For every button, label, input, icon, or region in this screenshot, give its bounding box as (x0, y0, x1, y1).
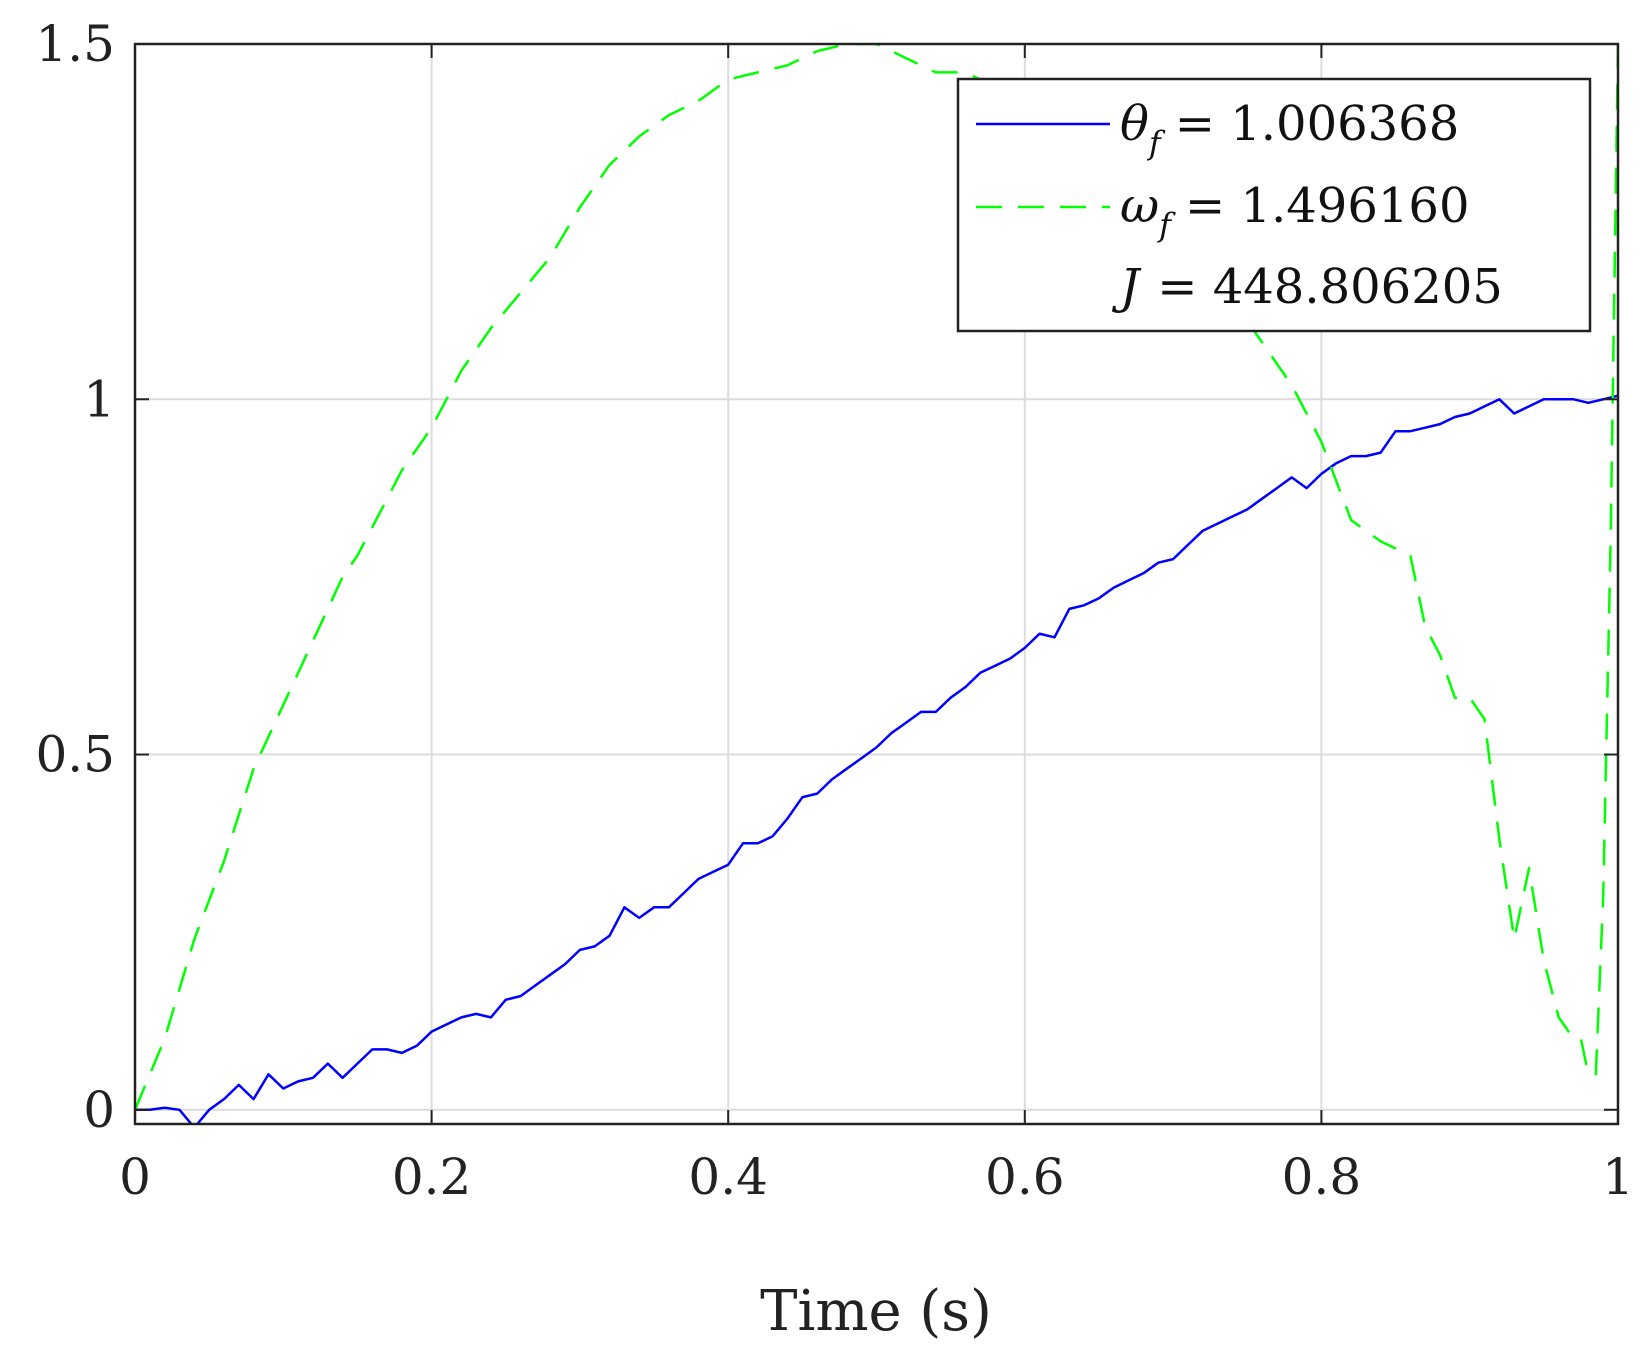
x-tick-label: 0.4 (688, 1148, 768, 1206)
legend-symbol-theta: θ (1120, 96, 1149, 152)
x-tick-label: 0.8 (1282, 1148, 1362, 1206)
axes-box (133, 42, 1620, 1126)
x-tick-label: 0.2 (392, 1148, 472, 1206)
y-tick-label: 0 (83, 1081, 115, 1139)
series-line-omega (135, 44, 1618, 1111)
legend-symbol-omega: ω (1120, 178, 1159, 234)
legend-entry-omega: ωf = 1.496160 (1120, 178, 1470, 244)
legend-value-omega: = 1.496160 (1185, 178, 1470, 234)
x-tick-label: 0 (119, 1148, 151, 1206)
y-tick-label: 1.5 (35, 15, 115, 73)
legend: θf = 1.006368 ωf = 1.496160 J = 448.806205 (956, 77, 1592, 333)
legend-value-theta: = 1.006368 (1175, 96, 1460, 152)
x-axis-title: Time (s) (760, 1279, 992, 1344)
x-tick-label: 1 (1602, 1148, 1634, 1206)
legend-box (956, 77, 1592, 333)
series-line-theta (135, 394, 1618, 1124)
ticks: 0 0.2 0.4 0.6 0.8 1 0 0.5 1 1.5 (35, 15, 1633, 1206)
legend-entry-j: J = 448.806205 (1111, 259, 1503, 315)
y-tick-label: 1 (83, 370, 115, 428)
y-tick-label: 0.5 (35, 726, 115, 784)
series-layer (135, 44, 1618, 1124)
legend-value-j: = 448.806205 (1157, 259, 1503, 315)
x-tick-label: 0.6 (985, 1148, 1065, 1206)
